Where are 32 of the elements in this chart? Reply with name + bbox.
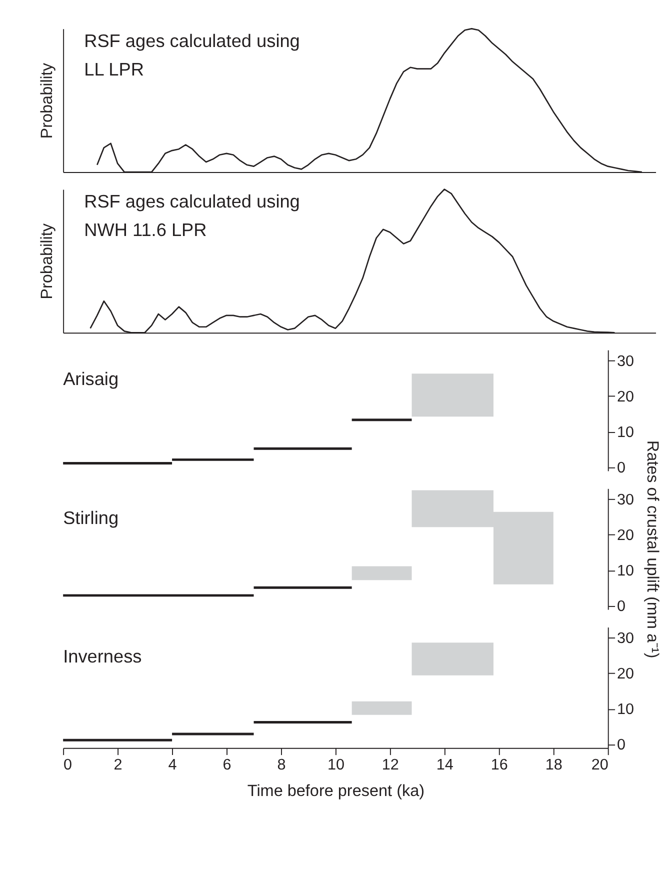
text: Inverness [63,646,142,666]
text: RSF ages calculated using NWH 11.6 LPR [84,191,300,240]
x-tick-label: 16 [490,756,508,774]
y2-tick-label: 0 [616,598,626,616]
y2-tick-label: 0 [616,736,626,754]
text: Arisaig [63,369,119,390]
x-tick-label: 8 [277,756,286,774]
x-tick-label: 4 [168,756,178,774]
x-tick-label: 6 [222,756,232,774]
x-tick-label: 20 [591,756,608,774]
x-tick-label: 0 [64,756,72,774]
text: RSF ages calculated using LL LPR [84,30,300,80]
y2-tick-label: 10 [616,424,634,441]
x-tick-label: 2 [114,756,122,774]
y2-tick-label: 10 [616,701,634,718]
y2-tick-label: 10 [616,562,634,580]
y-axis-title: Probability [38,62,56,139]
y2-tick-label: 0 [616,459,626,476]
x-tick-label: 18 [545,756,562,774]
text: Stirling [63,508,119,528]
y2-axis-title: Rates of crustal uplift (mm a⁻¹) [643,440,662,658]
x-tick-label: 14 [436,756,454,774]
x-tick-label: 12 [382,756,399,774]
y2-tick-label: 20 [616,526,634,544]
y2-tick-label: 30 [616,352,634,370]
y2-tick-label: 30 [616,491,634,508]
y2-tick-label: 20 [616,665,634,682]
x-axis-title: Time before present (ka) [247,782,425,800]
x-tick-label: 10 [327,756,344,774]
y2-tick-label: 30 [616,630,634,647]
y2-tick-label: 20 [616,388,634,406]
y-axis-title: Probability [38,222,56,300]
